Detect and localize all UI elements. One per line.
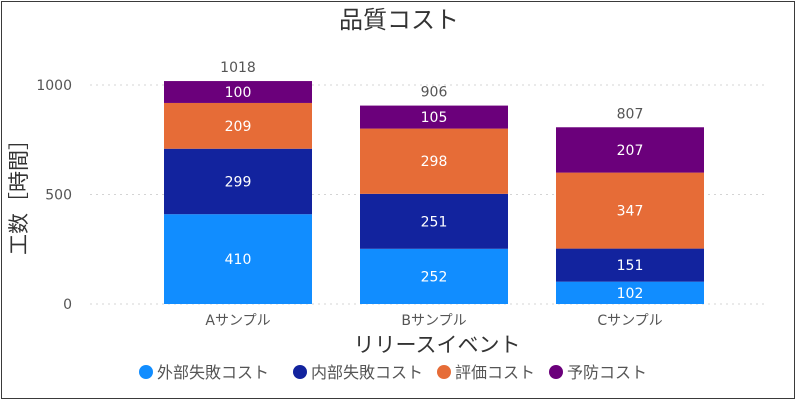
x-tick-label: Aサンプル	[205, 313, 270, 329]
y-axis-ticks: 0 500 1000	[36, 78, 72, 313]
data-label: 298	[421, 154, 448, 170]
legend-marker	[549, 365, 563, 379]
bar-segment	[556, 172, 704, 249]
bar-segment	[360, 248, 508, 304]
data-label: 347	[617, 204, 644, 220]
chart-title: 品質コスト	[339, 6, 459, 34]
total-label: 1018	[220, 60, 256, 76]
data-label: 100	[225, 85, 252, 101]
data-label: 410	[225, 252, 252, 268]
y-tick-label: 1000	[36, 78, 72, 94]
bar-segment	[556, 127, 704, 173]
bar-segment	[164, 214, 312, 304]
data-label: 251	[421, 214, 448, 230]
bar-segment	[164, 148, 312, 215]
legend-label: 評価コスト	[455, 363, 535, 382]
data-label: 252	[421, 269, 448, 285]
data-label: 151	[617, 258, 644, 274]
total-label: 807	[617, 106, 644, 122]
bar-segment	[556, 281, 704, 304]
bar-segment	[164, 81, 312, 103]
bar-segment	[360, 105, 508, 129]
y-tick-label: 500	[45, 188, 72, 204]
x-axis-title: リリースイベント	[354, 333, 521, 357]
legend-marker	[293, 365, 307, 379]
bars: 410 299 209 100 1018 252 251 298 105 906 102 151 347…	[164, 60, 704, 304]
data-label: 102	[617, 286, 644, 302]
x-axis-ticks: Aサンプル Bサンプル Cサンプル	[205, 313, 662, 329]
x-tick-label: Cサンプル	[597, 313, 662, 329]
bar-segment	[556, 248, 704, 282]
bar-segment	[360, 128, 508, 194]
legend-marker	[139, 365, 153, 379]
data-label: 207	[617, 143, 644, 159]
data-label: 299	[225, 174, 252, 190]
bar-segment	[360, 193, 508, 249]
data-label: 209	[225, 119, 252, 135]
legend: 外部失敗コスト 内部失敗コスト 評価コスト 予防コスト	[139, 363, 647, 382]
legend-marker	[437, 365, 451, 379]
legend-label: 外部失敗コスト	[157, 363, 269, 382]
data-label: 105	[421, 110, 448, 126]
bar-segment	[164, 102, 312, 149]
legend-label: 予防コスト	[567, 363, 647, 382]
legend-label: 内部失敗コスト	[311, 363, 423, 382]
y-tick-label: 0	[63, 297, 72, 313]
y-axis-title: 工数［時間］	[7, 129, 31, 255]
total-label: 906	[421, 85, 448, 101]
x-tick-label: Bサンプル	[401, 313, 466, 329]
